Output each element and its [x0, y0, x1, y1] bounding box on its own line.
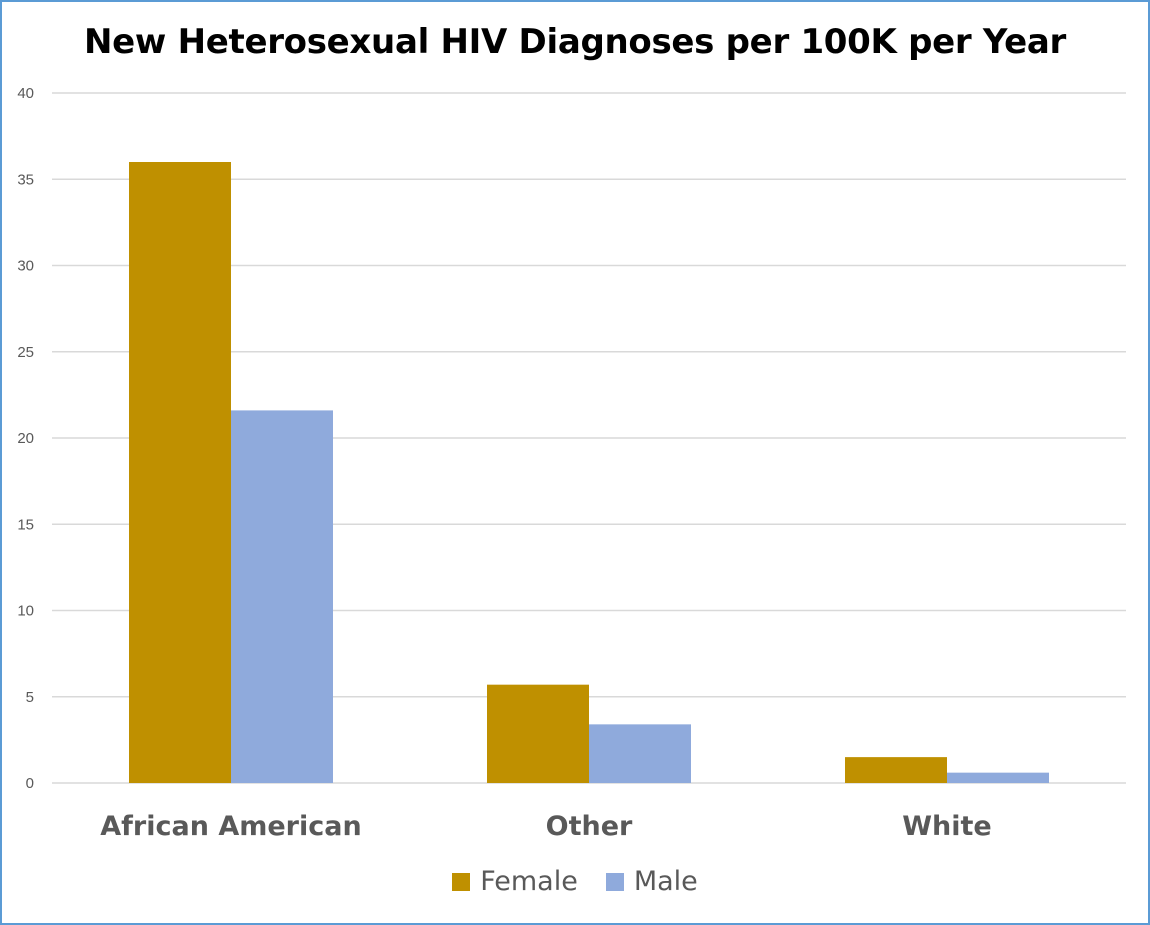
y-axis: 0 5 10 15 20 25 30 35 40 [17, 85, 34, 792]
chart-title: New Heterosexual HIV Diagnoses per 100K … [84, 22, 1066, 62]
y-tick-label: 40 [17, 85, 34, 102]
x-category-label: White [902, 811, 991, 842]
bars [129, 162, 1049, 783]
legend-swatch-female [452, 872, 471, 891]
bar-male-1 [589, 724, 691, 783]
x-category-label: Other [546, 811, 633, 842]
y-tick-label: 0 [26, 775, 34, 792]
legend: Female Male [0, 866, 1150, 897]
legend-label-female: Female [480, 866, 578, 897]
bar-male-0 [231, 410, 333, 783]
y-tick-label: 35 [17, 171, 34, 188]
legend-swatch-male [605, 872, 624, 891]
legend-item-female: Female [452, 866, 578, 897]
y-tick-label: 15 [17, 516, 34, 533]
legend-item-male: Male [605, 866, 698, 897]
y-tick-label: 20 [17, 430, 34, 447]
x-category-label: African American [100, 811, 361, 842]
bar-female-2 [845, 757, 947, 783]
x-axis: African American Other White [100, 811, 991, 842]
bar-female-0 [129, 162, 231, 783]
legend-label-male: Male [633, 866, 698, 897]
y-tick-label: 10 [17, 603, 34, 620]
y-tick-label: 5 [26, 689, 34, 706]
bar-female-1 [487, 684, 589, 783]
y-tick-label: 30 [17, 258, 34, 275]
y-tick-label: 25 [17, 344, 34, 361]
bar-male-2 [947, 772, 1049, 783]
